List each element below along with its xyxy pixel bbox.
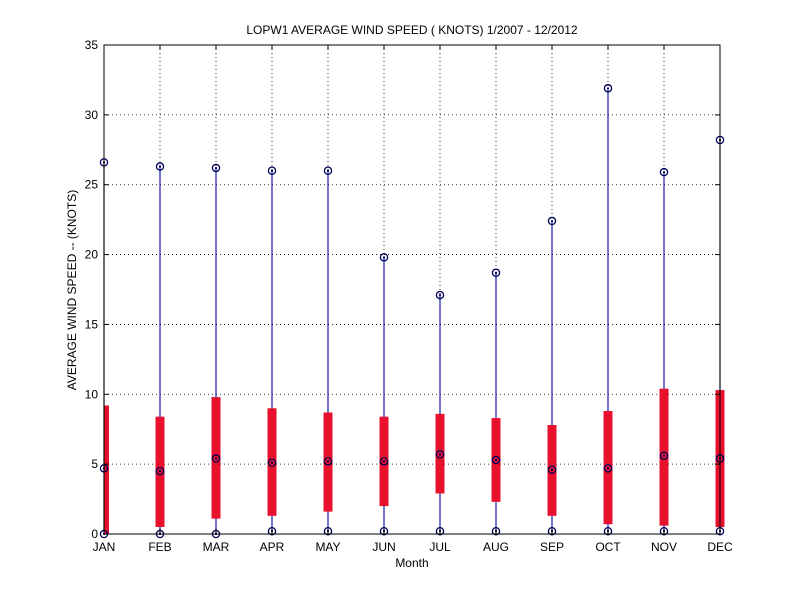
median-marker	[491, 455, 501, 465]
max-marker	[435, 290, 445, 300]
axis-ticks	[103, 44, 721, 535]
iqr-box	[104, 405, 109, 534]
box-feb	[155, 162, 165, 539]
y-tick-label: 0	[91, 527, 98, 541]
min-marker	[547, 526, 557, 536]
max-marker	[323, 166, 333, 175]
median-marker-dot	[550, 468, 554, 471]
box-mar	[211, 163, 221, 539]
box-jan	[99, 158, 109, 539]
median-marker-dot	[270, 461, 274, 464]
median-marker-dot	[494, 458, 498, 462]
median-marker	[155, 466, 165, 476]
y-tick-label: 25	[85, 178, 99, 192]
max-marker	[603, 84, 613, 93]
max-marker	[211, 163, 221, 173]
max-marker-dot	[606, 87, 610, 90]
median-marker	[211, 454, 221, 463]
box-oct	[603, 84, 613, 536]
box-jul	[435, 290, 445, 536]
median-marker	[323, 457, 333, 466]
y-tick-label: 10	[85, 387, 99, 401]
max-marker-dot	[494, 271, 498, 274]
box-may	[323, 166, 333, 536]
x-tick-label: MAR	[203, 540, 230, 554]
y-tick-label: 5	[91, 457, 98, 471]
y-tick-label: 15	[85, 317, 99, 331]
median-marker-dot	[158, 470, 162, 473]
median-marker	[435, 450, 445, 459]
data-marks	[99, 84, 725, 539]
x-axis-label: Month	[395, 556, 428, 570]
max-marker	[659, 167, 669, 177]
median-marker	[379, 457, 389, 466]
box-aug	[491, 268, 501, 536]
y-tick-label: 35	[85, 38, 99, 52]
max-marker	[155, 162, 165, 171]
max-marker-dot	[270, 169, 274, 172]
min-marker	[435, 526, 445, 536]
max-marker	[379, 253, 389, 262]
box-sep	[547, 216, 557, 536]
x-tick-label: FEB	[148, 540, 171, 554]
x-tick-label: JUN	[372, 540, 395, 554]
median-marker-dot	[326, 460, 330, 463]
chart-title: LOPW1 AVERAGE WIND SPEED ( KNOTS) 1/2007…	[246, 23, 578, 37]
y-axis-label: AVERAGE WIND SPEED -- (KNOTS)	[65, 190, 79, 390]
min-marker	[603, 526, 613, 536]
y-tick-label: 20	[85, 248, 99, 262]
x-tick-label: DEC	[707, 540, 733, 554]
grid-lines	[104, 45, 721, 534]
median-marker-dot	[438, 453, 442, 456]
y-tick-label: 30	[85, 108, 99, 122]
median-marker-dot	[382, 460, 386, 463]
plot-frame	[103, 44, 721, 535]
y-tick-labels: 0 5 10 15 20 25 30 35	[85, 38, 99, 541]
median-marker	[659, 451, 669, 461]
max-marker	[491, 268, 501, 277]
max-marker-dot	[326, 169, 330, 172]
median-marker	[603, 464, 613, 473]
min-marker	[267, 526, 277, 536]
median-marker-dot	[214, 457, 218, 460]
max-marker-dot	[382, 256, 386, 259]
x-tick-label: JAN	[93, 540, 116, 554]
max-marker-dot	[662, 171, 666, 174]
x-tick-label: AUG	[483, 540, 509, 554]
box-nov	[659, 167, 669, 536]
box-jun	[379, 253, 389, 536]
x-tick-labels: JAN FEB MAR APR MAY JUN JUL AUG SEP OCT NOV DEC	[93, 540, 733, 554]
x-tick-label: OCT	[595, 540, 621, 554]
max-marker-dot	[158, 165, 162, 168]
min-marker	[379, 526, 389, 536]
median-marker	[547, 465, 557, 474]
x-tick-label: SEP	[540, 540, 564, 554]
max-marker	[267, 166, 277, 175]
box-apr	[267, 166, 277, 536]
max-marker-dot	[438, 293, 442, 297]
min-marker	[323, 526, 333, 536]
x-tick-label: NOV	[651, 540, 677, 554]
x-tick-label: APR	[260, 540, 285, 554]
max-marker	[547, 216, 557, 226]
median-marker-dot	[606, 467, 610, 470]
min-marker	[491, 526, 501, 536]
median-marker	[267, 458, 277, 467]
x-tick-label: MAY	[315, 540, 340, 554]
iqr-box	[659, 388, 669, 526]
max-marker-dot	[214, 166, 218, 170]
min-marker	[659, 526, 669, 536]
x-tick-label: JUL	[429, 540, 451, 554]
max-marker-dot	[550, 219, 554, 223]
median-marker-dot	[662, 454, 666, 457]
